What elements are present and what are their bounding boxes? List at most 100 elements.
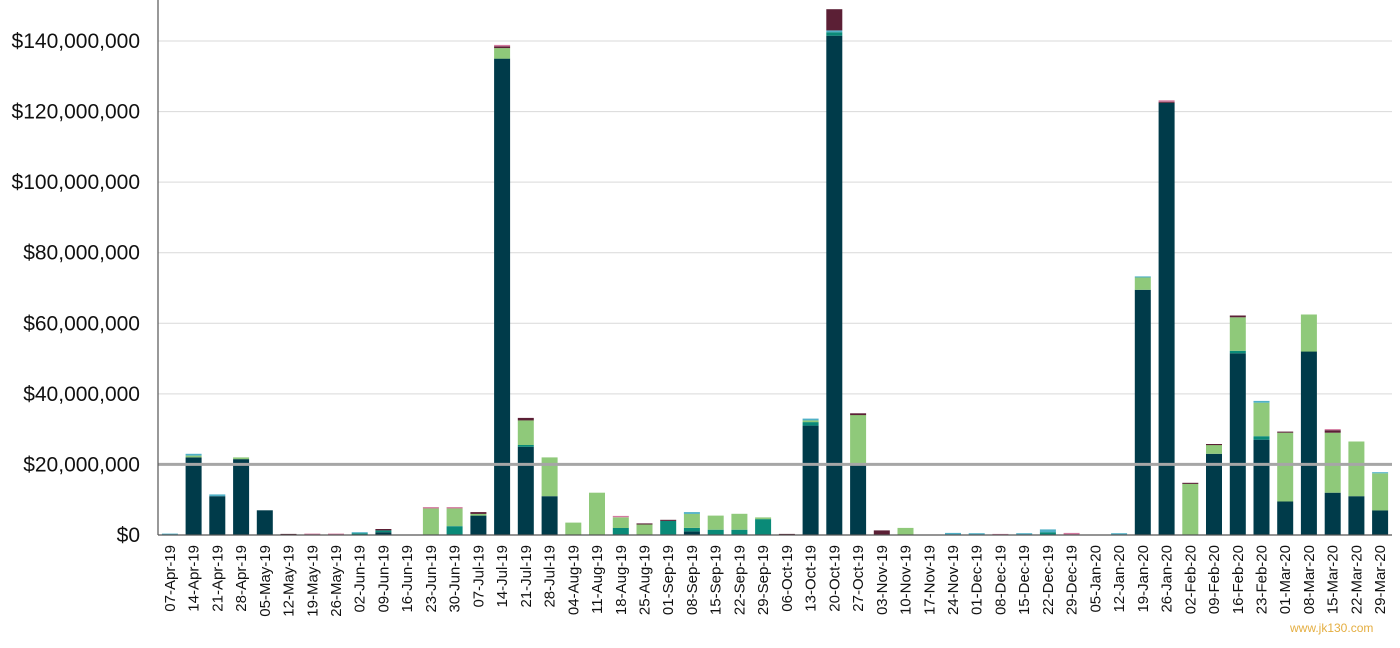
- bar-segment: [375, 530, 392, 533]
- bar-segment: [968, 533, 985, 535]
- gridlines: [158, 40, 1392, 465]
- bar-segment: [446, 507, 463, 509]
- y-tick-label: $140,000,000: [12, 30, 140, 53]
- x-tick-label: 17-Nov-19: [921, 545, 938, 615]
- x-tick-label: 26-May-19: [328, 545, 345, 617]
- x-tick-label: 04-Aug-19: [565, 545, 582, 615]
- x-tick-label: 22-Mar-20: [1348, 545, 1365, 614]
- x-tick-label: 25-Aug-19: [636, 545, 653, 615]
- x-tick-label: 16-Jun-19: [399, 545, 416, 613]
- bar-segment: [612, 527, 629, 535]
- x-tick-label: 08-Sep-19: [684, 545, 701, 615]
- bar-segment: [541, 496, 558, 535]
- bar-segment: [1372, 510, 1389, 535]
- x-tick-label: 15-Dec-19: [1016, 545, 1033, 615]
- bar-segment: [494, 44, 511, 47]
- bar-segment: [1158, 101, 1175, 103]
- x-tick-label: 29-Dec-19: [1064, 545, 1081, 615]
- bar-segment: [1348, 496, 1365, 535]
- bar-segment: [1158, 102, 1175, 536]
- bar-segment: [1158, 100, 1175, 102]
- x-tick-label: 09-Jun-19: [375, 545, 392, 613]
- bar-segment: [565, 522, 582, 535]
- y-tick-label: $60,000,000: [23, 312, 140, 335]
- bar-segment: [1348, 441, 1365, 497]
- bar-segment: [351, 533, 368, 535]
- bar-segment: [1253, 402, 1270, 437]
- bar-segment: [826, 35, 843, 535]
- bar-segment: [1277, 431, 1294, 433]
- bar-segment: [422, 507, 439, 509]
- bar-segment: [683, 527, 700, 532]
- bar-segment: [256, 510, 273, 535]
- bar-segment: [1229, 350, 1246, 354]
- bar-segment: [850, 413, 867, 416]
- bar-segment: [1300, 314, 1317, 352]
- y-tick-label: $80,000,000: [23, 242, 140, 265]
- bar-segment: [1206, 453, 1222, 535]
- bar-segment: [1324, 492, 1341, 535]
- x-tick-label: 21-Apr-19: [209, 545, 226, 612]
- bar-segment: [1253, 439, 1270, 535]
- bar-segment: [755, 517, 772, 520]
- x-tick-label: 27-Oct-19: [850, 545, 867, 612]
- x-tick-label: 22-Dec-19: [1040, 545, 1057, 615]
- bar-segment: [660, 520, 677, 535]
- bar-segment: [826, 9, 843, 31]
- bar-segment: [517, 417, 534, 421]
- bar-segment: [1206, 444, 1222, 446]
- x-tick-label: 29-Sep-19: [755, 545, 772, 615]
- bar-segment: [494, 48, 511, 59]
- x-tick-labels: 07-Apr-19 14-Apr-19 21-Apr-19 28-Apr-19 05-M…: [162, 545, 1389, 617]
- bar-segment: [517, 420, 534, 445]
- bar-segment: [233, 459, 250, 535]
- bar-segment: [494, 58, 511, 535]
- bar-segment: [1324, 429, 1341, 431]
- bar-segment: [541, 457, 558, 497]
- x-tick-label: 13-Oct-19: [803, 545, 820, 612]
- watermark-text: www.jk130.com: [1289, 621, 1373, 635]
- bar-segment: [1277, 501, 1294, 535]
- bar-segment: [850, 415, 867, 465]
- bar-segment: [1016, 533, 1033, 535]
- y-tick-label: $100,000,000: [12, 171, 140, 194]
- x-tick-label: 20-Oct-19: [826, 545, 843, 612]
- x-tick-label: 12-May-19: [281, 545, 298, 617]
- x-tick-label: 30-Jun-19: [447, 545, 464, 613]
- bar-segment: [1229, 317, 1246, 351]
- bar-segment: [826, 32, 843, 36]
- bar-segment: [707, 529, 724, 535]
- x-tick-label: 05-Jan-20: [1087, 545, 1104, 613]
- y-tick-label: $20,000,000: [23, 453, 140, 476]
- bar-segment: [494, 46, 511, 49]
- bar-segment: [897, 527, 914, 535]
- bar-segment: [1253, 400, 1270, 403]
- bar-segment: [755, 519, 772, 535]
- bar-segment: [1253, 436, 1270, 440]
- x-tick-label: 06-Oct-19: [779, 545, 796, 612]
- bar-segment: [802, 425, 819, 535]
- bar-segment: [1300, 351, 1317, 535]
- bar-segment: [683, 512, 700, 514]
- x-tick-label: 15-Mar-20: [1325, 545, 1342, 614]
- x-tick-label: 01-Mar-20: [1277, 545, 1294, 614]
- bar-segment: [1182, 482, 1199, 484]
- y-tick-label: $40,000,000: [23, 383, 140, 406]
- bar-segment: [1324, 432, 1341, 493]
- bar-segment: [422, 508, 439, 535]
- bar-segment: [873, 530, 890, 535]
- x-tick-label: 01-Sep-19: [660, 545, 677, 615]
- x-tick-label: 05-May-19: [257, 545, 274, 617]
- bar-segment: [1324, 430, 1341, 433]
- x-tick-label: 19-Jan-20: [1135, 545, 1152, 613]
- bar-segment: [802, 420, 819, 423]
- bar-segment: [1134, 276, 1151, 278]
- x-tick-label: 22-Sep-19: [731, 545, 748, 615]
- bar-segment: [1111, 533, 1128, 535]
- bar-segment: [945, 532, 961, 535]
- bar-segment: [375, 532, 392, 535]
- bar-segment: [304, 533, 321, 535]
- bar-segment: [517, 445, 534, 447]
- x-tick-label: 02-Jun-19: [352, 545, 369, 613]
